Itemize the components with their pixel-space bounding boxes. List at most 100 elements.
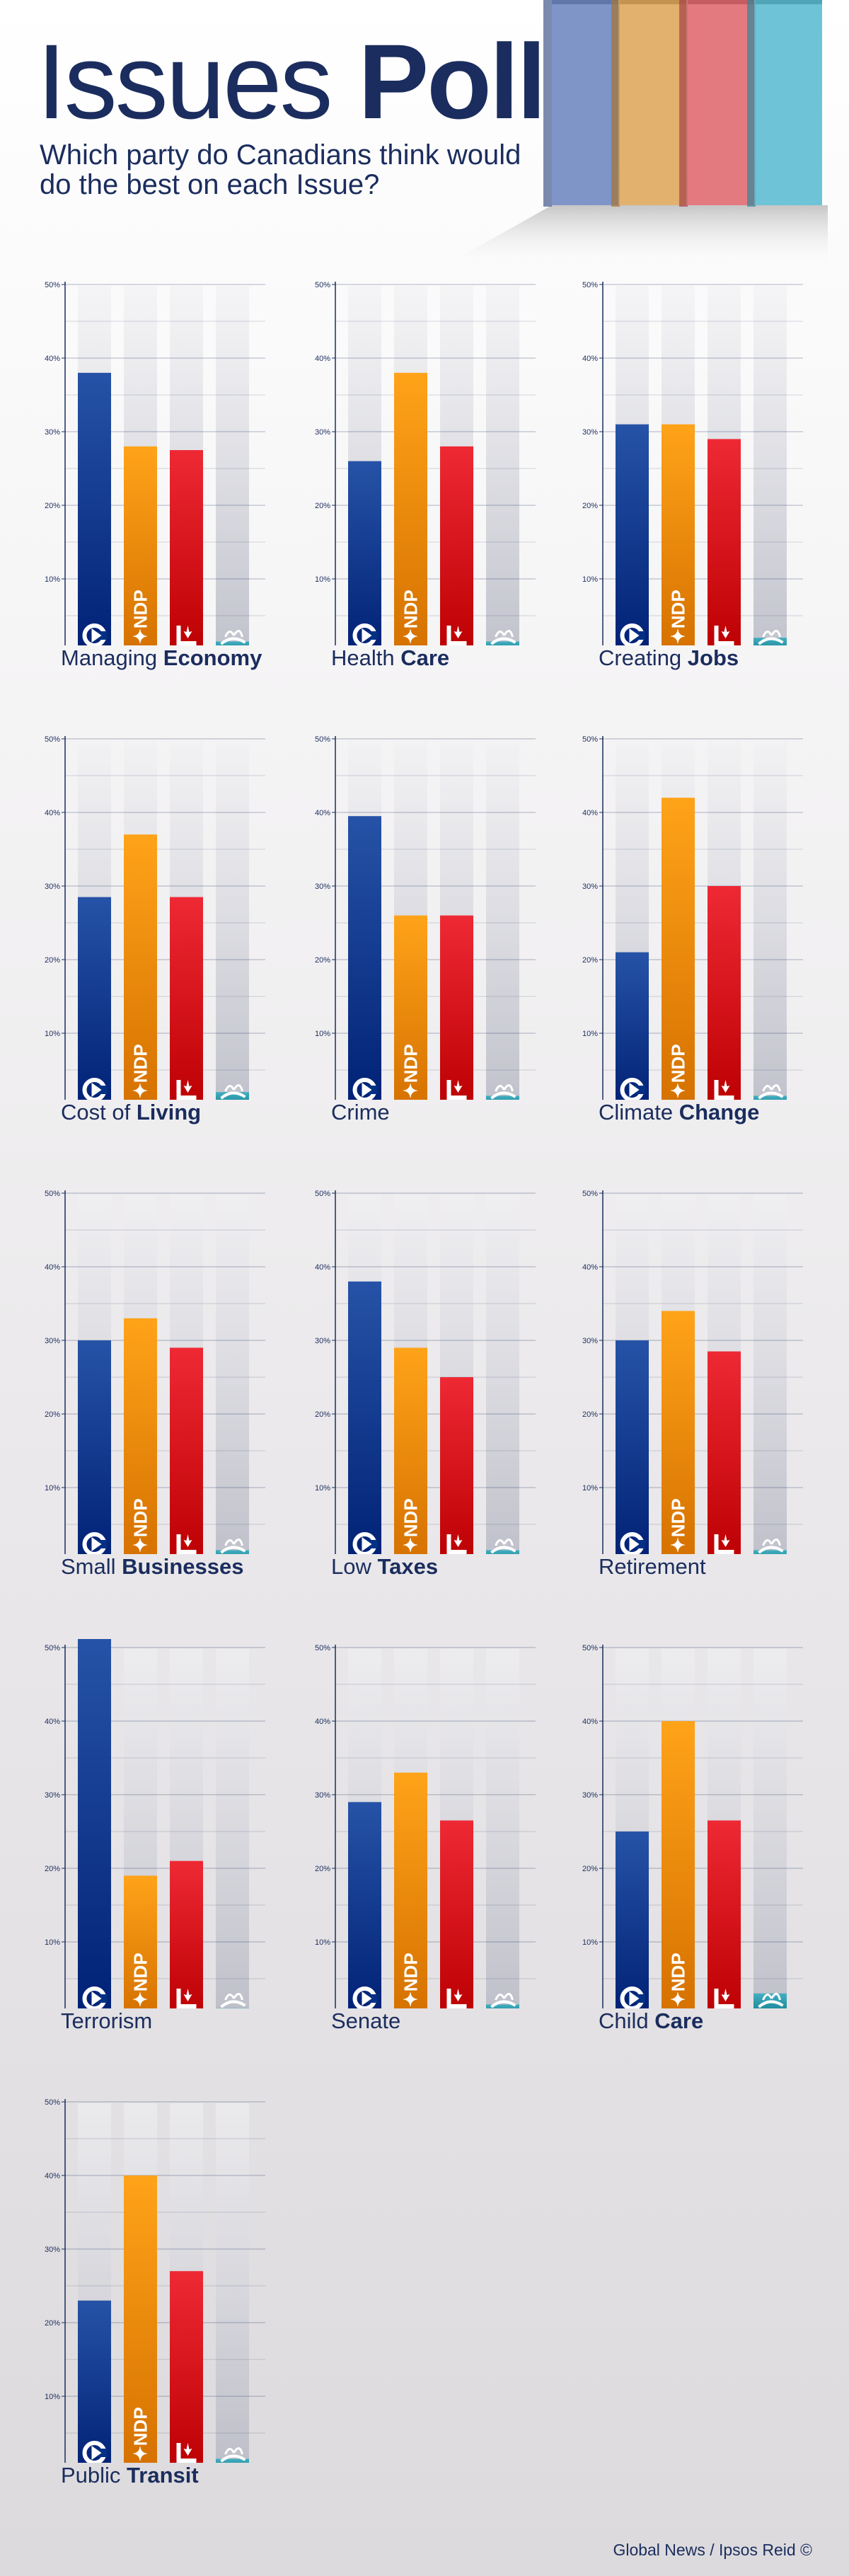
y-tick-label: 40% [45, 2172, 60, 2180]
bar-conservative [616, 1340, 649, 1554]
header: Issues Poll Which party do Canadians thi… [37, 28, 549, 200]
header-stripe [679, 0, 754, 207]
header-stripe [747, 0, 822, 207]
y-tick-label: 30% [582, 428, 598, 437]
chart-title-light: Creating [599, 645, 688, 670]
chart-title-bold: Jobs [687, 645, 739, 670]
bar-chart: 0%10%20%30%40%50%✦NDP [582, 281, 803, 645]
chart-title-bold: Care [400, 645, 450, 670]
y-tick-label: 20% [45, 502, 60, 510]
chart-title: Child Care [599, 2008, 703, 2034]
y-tick-label: 20% [315, 956, 330, 965]
bar-slot [216, 2103, 249, 2463]
conservative-c-logo-icon [352, 623, 378, 645]
conservative-c-logo-icon [352, 1532, 378, 1554]
y-tick-label: 20% [45, 2319, 60, 2328]
y-tick-label: 20% [582, 956, 598, 965]
y-tick-label: 50% [315, 1190, 330, 1198]
y-tick-label: 20% [315, 1410, 330, 1419]
chart-title-bold: Change [678, 1100, 760, 1125]
bar-slot [753, 286, 787, 645]
liberal-maple-leaf-icon [714, 1080, 734, 1100]
liberal-maple-leaf-icon [176, 1989, 197, 2008]
bar-chart: 0%10%20%30%40%50%✦NDP [315, 281, 536, 645]
liberal-maple-leaf-icon [446, 626, 467, 645]
bar-liberal [440, 1820, 473, 2008]
svg-text:✦NDP: ✦NDP [130, 590, 151, 644]
y-tick-label: 10% [582, 1938, 598, 1947]
chart-title-light: Retirement [599, 1554, 706, 1579]
ndp-logo-icon: ✦NDP [130, 1498, 151, 1553]
bar-green [486, 1096, 519, 1100]
y-tick-label: 30% [45, 882, 60, 891]
y-tick-label: 10% [315, 1030, 330, 1038]
bar-slot [216, 740, 249, 1100]
ndp-logo-icon: ✦NDP [130, 1044, 151, 1098]
bar-green [753, 1096, 787, 1100]
bar-liberal [170, 897, 203, 1100]
chart-title-bold: Economy [163, 645, 262, 670]
bar-green [753, 638, 787, 645]
svg-text:✦NDP: ✦NDP [400, 590, 422, 644]
liberal-maple-leaf-icon [714, 1989, 734, 2008]
bar-slot [753, 740, 787, 1100]
y-tick-label: 20% [582, 502, 598, 510]
header-stripe [543, 0, 618, 207]
chart-title: Creating Jobs [599, 645, 739, 671]
bar-chart: 0%10%20%30%40%50%✦NDP [45, 1190, 265, 1554]
bar-ndp [662, 1721, 695, 2008]
svg-text:✦NDP: ✦NDP [668, 1953, 689, 2007]
bar-ndp [124, 1318, 157, 1554]
chart-title: Low Taxes [331, 1554, 438, 1580]
y-tick-label: 30% [315, 428, 330, 437]
bar-green [486, 641, 519, 645]
bar-slot [486, 286, 519, 645]
chart-title-light: Crime [331, 1100, 390, 1125]
y-tick-label: 40% [45, 1718, 60, 1726]
y-tick-label: 30% [315, 1337, 330, 1345]
green-party-flower-icon [490, 1539, 516, 1554]
y-tick-label: 40% [315, 1718, 330, 1726]
green-party-flower-icon [220, 1084, 246, 1100]
bar-slot [216, 286, 249, 645]
y-tick-label: 30% [45, 1337, 60, 1345]
conservative-c-logo-icon [620, 1532, 645, 1554]
chart-title-bold: Care [654, 2008, 704, 2033]
page-title: Issues Poll [37, 28, 549, 134]
y-tick-label: 50% [582, 1644, 598, 1652]
y-tick-label: 30% [582, 882, 598, 891]
bar-ndp [662, 1311, 695, 1554]
conservative-c-logo-icon [82, 1078, 108, 1100]
conservative-c-logo-icon [82, 2441, 108, 2463]
green-party-flower-icon [758, 1993, 784, 2008]
ndp-logo-icon: ✦NDP [400, 1044, 422, 1098]
y-tick-label: 20% [45, 1410, 60, 1419]
svg-text:✦NDP: ✦NDP [668, 1044, 689, 1098]
chart-title-light: Child [599, 2008, 655, 2033]
bar-slot [216, 1195, 249, 1554]
title-bold: Poll [358, 22, 546, 141]
bar-slot [753, 1195, 787, 1554]
chart-title: Terrorism [61, 2008, 152, 2034]
liberal-maple-leaf-icon [714, 1534, 734, 1554]
y-tick-label: 40% [582, 1718, 598, 1726]
y-tick-label: 50% [582, 735, 598, 744]
green-party-flower-icon [758, 1084, 784, 1100]
green-party-flower-icon [490, 1993, 516, 2008]
y-tick-label: 10% [582, 1030, 598, 1038]
green-party-flower-icon [758, 1539, 784, 1554]
bar-chart: 0%10%20%30%40%50%✦NDP [315, 1644, 536, 2008]
y-tick-label: 40% [45, 809, 60, 817]
chart-title-bold: Businesses [122, 1554, 244, 1579]
chart-title: Health Care [331, 645, 449, 671]
bar-green [216, 1550, 249, 1554]
ndp-logo-icon: ✦NDP [400, 1498, 422, 1553]
bar-green [216, 641, 249, 645]
y-tick-label: 20% [45, 956, 60, 965]
